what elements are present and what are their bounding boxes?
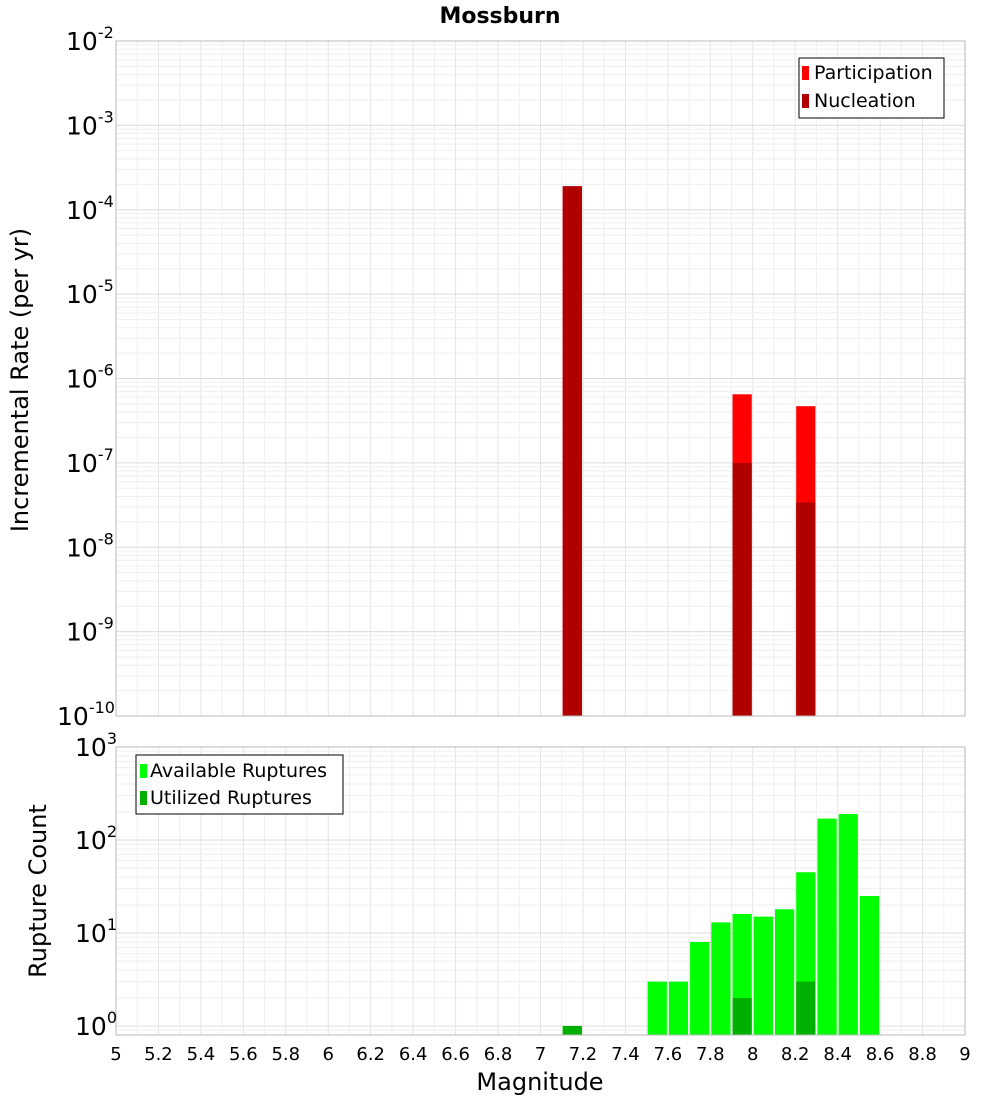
y-tick-label: 102 bbox=[75, 822, 117, 855]
x-tick-label: 9 bbox=[959, 1044, 970, 1065]
bottom-y-axis-label: Rupture Count bbox=[24, 804, 52, 978]
top-gridlines bbox=[115, 40, 966, 717]
top-y-axis-label: Incremental Rate (per yr) bbox=[6, 228, 34, 532]
legend-nucleation-swatch bbox=[802, 94, 809, 108]
bar-available-ruptures bbox=[711, 922, 731, 1035]
top-y-tick-labels: 10-10 10-9 10-8 10-7 10-6 10-5 10-4 10-3 10-2 bbox=[57, 23, 115, 731]
bar-utilized-ruptures bbox=[796, 981, 816, 1035]
legend-utilized-label: Utilized Ruptures bbox=[150, 787, 312, 809]
legend-available-label: Available Ruptures bbox=[150, 760, 327, 782]
bar-available-ruptures bbox=[647, 981, 667, 1035]
y-tick-label: 10-4 bbox=[66, 192, 114, 225]
chart-title: Mossburn bbox=[439, 4, 560, 29]
y-tick-label: 10-8 bbox=[66, 529, 114, 562]
x-tick-label: 7 bbox=[535, 1044, 546, 1065]
legend-utilized-swatch bbox=[140, 791, 147, 805]
x-tick-label: 6.6 bbox=[441, 1044, 470, 1065]
x-tick-label: 8.4 bbox=[823, 1044, 852, 1065]
x-axis-label: Magnitude bbox=[476, 1068, 603, 1096]
legend-participation-swatch bbox=[802, 66, 809, 80]
bar-available-ruptures bbox=[838, 814, 858, 1035]
x-tick-label: 8 bbox=[747, 1044, 758, 1065]
x-tick-label: 8.8 bbox=[908, 1044, 937, 1065]
bar-available-ruptures bbox=[774, 909, 795, 1035]
top-legend-box bbox=[798, 57, 945, 119]
bar-nucleation bbox=[562, 186, 582, 716]
bar-utilized-ruptures bbox=[732, 997, 752, 1035]
top-legend: Participation Nucleation bbox=[798, 57, 945, 119]
x-tick-label: 5 bbox=[110, 1044, 121, 1065]
x-tick-label: 7.8 bbox=[696, 1044, 725, 1065]
bottom-legend-box bbox=[135, 754, 344, 815]
y-tick-label: 10-5 bbox=[66, 276, 114, 309]
y-tick-label: 103 bbox=[75, 729, 117, 762]
x-tick-label: 7.4 bbox=[611, 1044, 640, 1065]
bottom-bars bbox=[562, 814, 880, 1035]
x-tick-labels: 5 5.2 5.4 5.6 5.8 6 6.2 6.4 6.6 6.8 7 7.2 7.4 7.6 7.8 8… bbox=[110, 1044, 970, 1065]
x-tick-label: 7.2 bbox=[569, 1044, 598, 1065]
bar-nucleation bbox=[796, 502, 816, 716]
x-tick-label: 8.6 bbox=[866, 1044, 895, 1065]
x-tick-label: 6.8 bbox=[484, 1044, 513, 1065]
x-tick-label: 6 bbox=[323, 1044, 334, 1065]
x-tick-label: 5.8 bbox=[271, 1044, 300, 1065]
x-tick-label: 6.2 bbox=[356, 1044, 385, 1065]
x-tick-label: 5.2 bbox=[144, 1044, 173, 1065]
bar-nucleation bbox=[732, 462, 752, 716]
y-tick-label: 10-3 bbox=[66, 107, 114, 140]
legend-participation-label: Participation bbox=[814, 62, 933, 84]
bar-available-ruptures bbox=[753, 916, 773, 1035]
bottom-y-tick-labels: 100 101 102 103 bbox=[75, 729, 117, 1041]
x-tick-label: 6.4 bbox=[399, 1044, 428, 1065]
legend-nucleation-label: Nucleation bbox=[814, 90, 916, 112]
y-tick-label: 10-7 bbox=[66, 445, 114, 478]
x-tick-label: 8.2 bbox=[781, 1044, 810, 1065]
y-tick-label: 10-9 bbox=[66, 614, 114, 647]
bar-utilized-ruptures bbox=[562, 1025, 582, 1035]
bar-available-ruptures bbox=[668, 981, 689, 1035]
x-tick-label: 5.4 bbox=[187, 1044, 216, 1065]
bar-available-ruptures bbox=[859, 895, 880, 1035]
legend-available-swatch bbox=[140, 764, 147, 778]
top-bars bbox=[562, 186, 816, 716]
x-tick-label: 5.6 bbox=[229, 1044, 258, 1065]
bar-available-ruptures bbox=[690, 942, 710, 1035]
top-plot-frame bbox=[115, 40, 966, 717]
y-tick-label: 10-2 bbox=[66, 23, 114, 56]
bar-available-ruptures bbox=[817, 818, 837, 1035]
y-tick-label: 100 bbox=[75, 1008, 117, 1041]
bottom-plot-frame bbox=[115, 746, 966, 1036]
x-tick-label: 7.6 bbox=[654, 1044, 683, 1065]
bottom-legend: Available Ruptures Utilized Ruptures bbox=[135, 754, 344, 815]
y-tick-label: 10-10 bbox=[57, 698, 115, 731]
y-tick-label: 101 bbox=[75, 915, 117, 948]
y-tick-label: 10-6 bbox=[66, 361, 114, 394]
